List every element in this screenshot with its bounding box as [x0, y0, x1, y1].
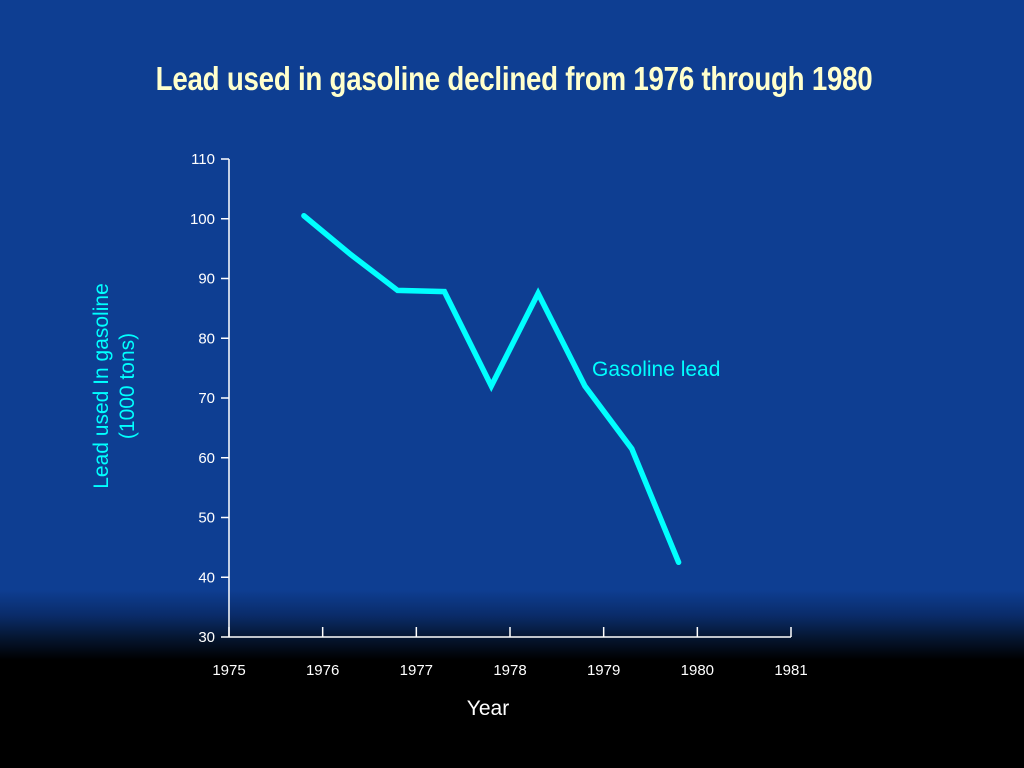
y-tick-label: 40	[198, 569, 215, 586]
y-tick-label: 50	[198, 510, 215, 527]
series-line	[301, 213, 682, 566]
y-axis: 30 40 50 60 70 80 90 100 110	[190, 151, 230, 646]
y-axis-title-line: Lead used In gasoline	[90, 283, 113, 489]
y-tick-label: 110	[191, 151, 215, 168]
y-tick-label: 60	[198, 450, 215, 467]
x-tick-label: 1980	[681, 662, 714, 679]
x-tick-label: 1979	[587, 662, 620, 679]
y-tick-label: 80	[198, 330, 215, 347]
x-axis: 1975 1976 1977 1978 1979 1980 1981	[212, 627, 808, 679]
y-tick-label: 100	[190, 211, 215, 228]
slide-title: Lead used in gasoline declined from 1976…	[155, 60, 873, 97]
y-axis-title: Lead used In gasoline (1000 tons)	[90, 283, 139, 489]
series-layer: Gasoline lead	[301, 213, 720, 566]
x-tick-label: 1975	[212, 662, 245, 679]
y-tick-label: 70	[198, 390, 215, 407]
x-tick-label: 1978	[493, 662, 526, 679]
x-tick-label: 1976	[306, 662, 339, 679]
x-tick-label: 1977	[400, 662, 433, 679]
y-tick-label: 30	[198, 629, 215, 646]
y-tick-label: 90	[198, 271, 215, 288]
y-axis-title-line: (1000 tons)	[116, 333, 139, 439]
x-axis-title: Year	[467, 697, 509, 720]
series-label: Gasoline lead	[592, 358, 720, 381]
x-tick-label: 1981	[774, 662, 807, 679]
